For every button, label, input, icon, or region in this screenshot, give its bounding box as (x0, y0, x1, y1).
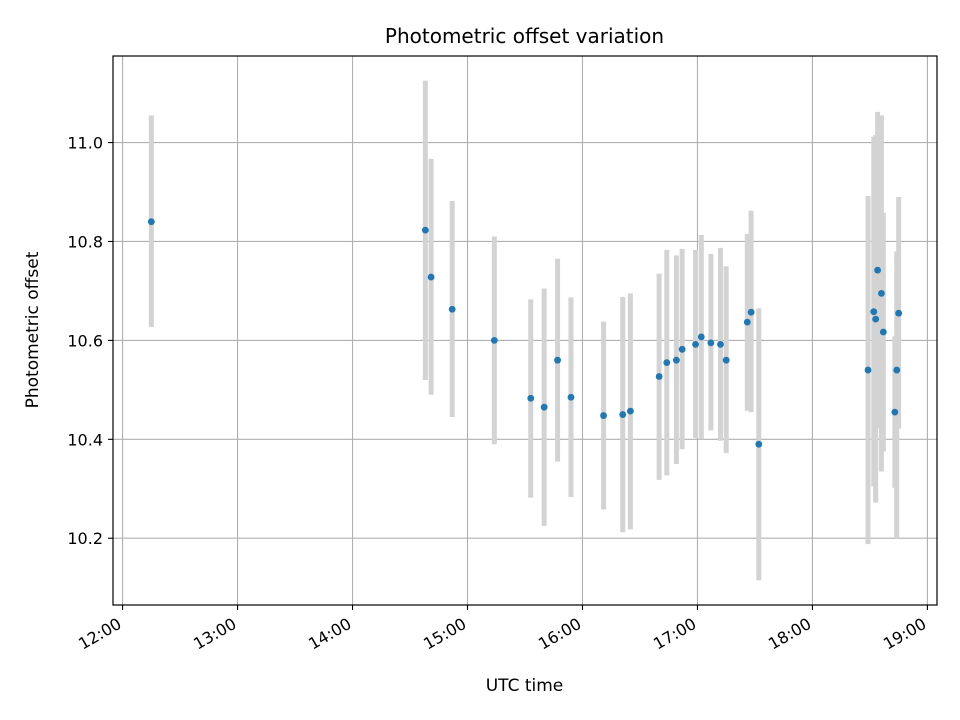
y-tick-label: 11.0 (67, 134, 103, 153)
data-point (626, 407, 634, 415)
data-point (427, 273, 435, 281)
y-tick-label: 10.4 (67, 430, 103, 449)
data-point (893, 366, 901, 374)
data-point (655, 373, 663, 380)
data-point (448, 305, 456, 313)
data-point (872, 315, 880, 323)
y-axis: 10.2 10.4 10.6 10.8 11.0 (67, 134, 113, 548)
data-point (619, 411, 627, 418)
data-point (663, 359, 671, 367)
chart-title: Photometric offset variation (385, 24, 664, 48)
x-axis-title: UTC time (486, 676, 564, 696)
data-point (747, 308, 755, 316)
data-point (692, 340, 699, 348)
y-tick-label: 10.2 (67, 529, 103, 548)
data-point (540, 403, 548, 411)
y-tick-label: 10.6 (67, 331, 103, 350)
data-point (755, 440, 763, 448)
data-point (678, 345, 686, 353)
data-point (722, 356, 730, 364)
data-point (864, 366, 872, 374)
data-point (600, 412, 607, 419)
data-point (567, 393, 575, 401)
plot-frame (112, 55, 938, 606)
data-point (879, 328, 887, 336)
data-point (878, 290, 885, 297)
data-point (490, 336, 498, 344)
data-point (672, 356, 680, 364)
data-point (717, 340, 724, 348)
data-points (147, 218, 903, 448)
data-point (697, 333, 705, 341)
data-point (421, 226, 429, 234)
data-point (743, 318, 751, 326)
y-tick-label: 10.8 (67, 232, 103, 251)
data-point (891, 408, 899, 416)
data-point (527, 394, 535, 402)
y-axis-title: Photometric offset (23, 251, 43, 408)
data-point (874, 266, 881, 274)
data-point (554, 356, 561, 364)
data-point (147, 218, 155, 226)
data-point (870, 308, 878, 316)
data-point (707, 339, 715, 347)
data-point (895, 309, 903, 317)
